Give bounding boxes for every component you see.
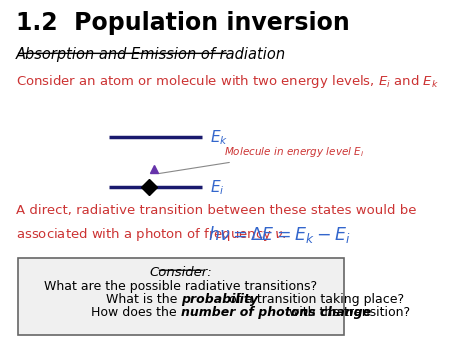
Text: associated with a photon of frequency $\nu$:: associated with a photon of frequency $\… [16, 226, 287, 243]
Text: Absorption and Emission of radiation: Absorption and Emission of radiation [16, 47, 286, 62]
Text: $E_k$: $E_k$ [210, 128, 228, 146]
Text: Molecule in energy level $E_i$: Molecule in energy level $E_i$ [158, 145, 364, 174]
Text: 1.2  Population inversion: 1.2 Population inversion [16, 11, 350, 35]
Text: What is the: What is the [106, 293, 181, 306]
Text: Consider:: Consider: [149, 266, 212, 279]
Text: What are the possible radiative transitions?: What are the possible radiative transiti… [45, 280, 318, 293]
Text: How does the: How does the [91, 307, 181, 319]
Text: with the transition?: with the transition? [288, 307, 410, 319]
FancyBboxPatch shape [18, 258, 344, 335]
Text: $E_i$: $E_i$ [210, 178, 224, 197]
Text: $h\nu = \Delta E = E_k - E_i$: $h\nu = \Delta E = E_k - E_i$ [208, 224, 350, 245]
Text: probability: probability [181, 293, 262, 306]
Text: of a transition taking place?: of a transition taking place? [230, 293, 405, 306]
Text: number of photons change: number of photons change [181, 307, 375, 319]
Text: Consider an atom or molecule with two energy levels, $E_i$ and $E_k$: Consider an atom or molecule with two en… [16, 73, 439, 90]
Text: A direct, radiative transition between these states would be: A direct, radiative transition between t… [16, 204, 416, 217]
